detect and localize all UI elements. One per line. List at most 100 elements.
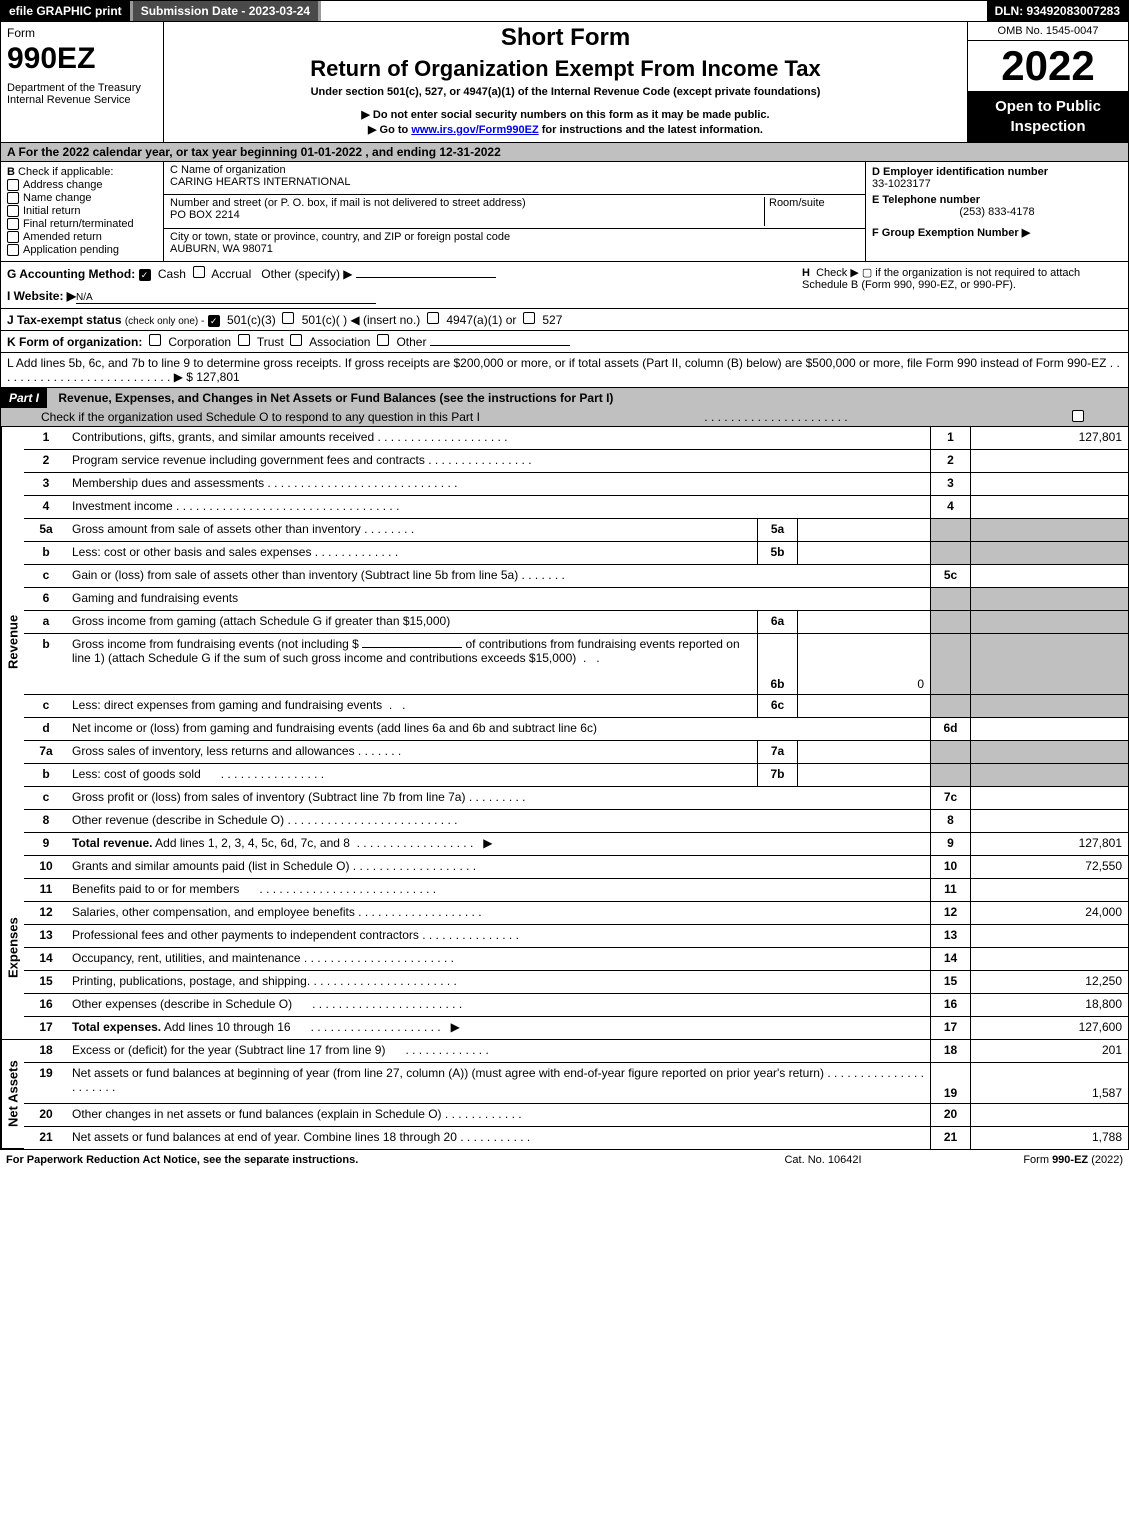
line-21: 21 Net assets or fund balances at end of… xyxy=(24,1127,1128,1149)
cb-final-return[interactable]: Final return/terminated xyxy=(7,218,157,230)
sub-val xyxy=(797,764,930,786)
line-text: Program service revenue including govern… xyxy=(72,453,425,467)
g-label: G Accounting Method: xyxy=(7,267,135,281)
line-text: Other expenses (describe in Schedule O) xyxy=(72,997,292,1011)
line-8: 8 Other revenue (describe in Schedule O)… xyxy=(24,810,1128,833)
shaded-val xyxy=(970,542,1128,564)
checkbox-icon xyxy=(238,334,250,346)
line-12: 12 Salaries, other compensation, and emp… xyxy=(24,902,1128,925)
ein-val: 33-1023177 xyxy=(872,178,1122,190)
line-desc: Less: cost of goods sold . . . . . . . .… xyxy=(68,764,757,786)
line-text: Excess or (deficit) for the year (Subtra… xyxy=(72,1043,385,1057)
part1-title: Revenue, Expenses, and Changes in Net As… xyxy=(50,391,613,405)
form-number: 990EZ xyxy=(7,42,157,76)
k-assoc: Association xyxy=(309,335,370,349)
city-label: City or town, state or province, country… xyxy=(170,231,859,243)
part1-badge: Part I xyxy=(1,388,47,408)
line-text: Contributions, gifts, grants, and simila… xyxy=(72,430,374,444)
street-val: PO BOX 2214 xyxy=(170,209,764,221)
header-right: OMB No. 1545-0047 2022 Open to Public In… xyxy=(967,22,1128,142)
line-desc: Excess or (deficit) for the year (Subtra… xyxy=(68,1040,930,1062)
l-val: 127,801 xyxy=(196,370,239,384)
k-label: K Form of organization: xyxy=(7,335,142,349)
line-box: 19 xyxy=(930,1063,970,1103)
line-desc: Program service revenue including govern… xyxy=(68,450,930,472)
part1-check-text: Check if the organization used Schedule … xyxy=(41,410,480,424)
line-val: 127,801 xyxy=(970,833,1128,855)
room-label: Room/suite xyxy=(764,197,859,225)
sub-val xyxy=(797,611,930,633)
sub-val: 0 xyxy=(797,634,930,694)
g-other: Other (specify) ▶ xyxy=(261,267,352,281)
line-desc: Other expenses (describe in Schedule O) … xyxy=(68,994,930,1016)
line-num: 17 xyxy=(24,1017,68,1039)
line-text: Net assets or fund balances at beginning… xyxy=(72,1066,824,1080)
other-line xyxy=(356,277,496,278)
sub-val xyxy=(797,542,930,564)
line-desc: Other revenue (describe in Schedule O) .… xyxy=(68,810,930,832)
line-text: Other revenue (describe in Schedule O) xyxy=(72,813,284,827)
line-num: a xyxy=(24,611,68,633)
line-2: 2 Program service revenue including gove… xyxy=(24,450,1128,473)
line-3: 3 Membership dues and assessments . . . … xyxy=(24,473,1128,496)
name-label: C Name of organization xyxy=(170,164,859,176)
line-num: 7a xyxy=(24,741,68,763)
sub-box: 6c xyxy=(757,695,797,717)
checkbox-icon xyxy=(7,231,19,243)
j-opt3: 4947(a)(1) or xyxy=(446,313,516,327)
g-cash: Cash xyxy=(158,267,186,281)
line-num: b xyxy=(24,764,68,786)
line-box: 14 xyxy=(930,948,970,970)
line-4: 4 Investment income . . . . . . . . . . … xyxy=(24,496,1128,519)
line-1: 1 Contributions, gifts, grants, and simi… xyxy=(24,427,1128,450)
line-desc: Printing, publications, postage, and shi… xyxy=(68,971,930,993)
cb-amended-return[interactable]: Amended return xyxy=(7,231,157,243)
checkbox-checked-icon: ✓ xyxy=(208,315,220,327)
line-box: 17 xyxy=(930,1017,970,1039)
org-name: CARING HEARTS INTERNATIONAL xyxy=(170,176,859,188)
line-19: 19 Net assets or fund balances at beginn… xyxy=(24,1063,1128,1104)
line-9: 9 Total revenue. Add lines 1, 2, 3, 4, 5… xyxy=(24,833,1128,856)
checkbox-checked-icon: ✓ xyxy=(139,269,151,281)
shaded-val xyxy=(970,634,1128,694)
line-box: 16 xyxy=(930,994,970,1016)
line-desc: Less: cost or other basis and sales expe… xyxy=(68,542,757,564)
line-6a: a Gross income from gaming (attach Sched… xyxy=(24,611,1128,634)
sub-box: 7a xyxy=(757,741,797,763)
cb-initial-return[interactable]: Initial return xyxy=(7,205,157,217)
checkbox-icon xyxy=(7,192,19,204)
line-val xyxy=(970,925,1128,947)
line-desc: Net assets or fund balances at end of ye… xyxy=(68,1127,930,1149)
short-form-title: Short Form xyxy=(170,24,961,52)
i-label: I Website: ▶ xyxy=(7,289,76,303)
cb-address-change[interactable]: Address change xyxy=(7,179,157,191)
checkbox-icon xyxy=(282,312,294,324)
form-header: Form 990EZ Department of the Treasury In… xyxy=(0,22,1129,143)
line-text: Less: direct expenses from gaming and fu… xyxy=(72,698,382,712)
line-box: 15 xyxy=(930,971,970,993)
footer-right: Form 990-EZ (2022) xyxy=(923,1154,1123,1166)
section-def: D Employer identification number 33-1023… xyxy=(865,162,1128,261)
line-num: c xyxy=(24,695,68,717)
irs-link[interactable]: www.irs.gov/Form990EZ xyxy=(411,124,538,136)
line-box: 4 xyxy=(930,496,970,518)
line-desc: Occupancy, rent, utilities, and maintena… xyxy=(68,948,930,970)
line-val: 1,587 xyxy=(970,1063,1128,1103)
shaded-val xyxy=(970,588,1128,610)
line-desc: Gross income from gaming (attach Schedul… xyxy=(68,611,757,633)
line-val xyxy=(970,810,1128,832)
top-bar: efile GRAPHIC print Submission Date - 20… xyxy=(0,0,1129,22)
line-desc: Gain or (loss) from sale of assets other… xyxy=(68,565,930,587)
shaded-box xyxy=(930,634,970,694)
cb-label: Initial return xyxy=(23,205,80,217)
section-k: K Form of organization: Corporation Trus… xyxy=(0,331,1129,353)
line-val: 127,801 xyxy=(970,427,1128,449)
line-desc: Investment income . . . . . . . . . . . … xyxy=(68,496,930,518)
cb-application-pending[interactable]: Application pending xyxy=(7,244,157,256)
header-center: Short Form Return of Organization Exempt… xyxy=(164,22,967,142)
subtitle-link-row: ▶ Go to www.irs.gov/Form990EZ for instru… xyxy=(170,123,961,136)
cb-name-change[interactable]: Name change xyxy=(7,192,157,204)
checkbox-icon[interactable] xyxy=(1072,410,1084,422)
line-box: 11 xyxy=(930,879,970,901)
footer: For Paperwork Reduction Act Notice, see … xyxy=(0,1150,1129,1170)
